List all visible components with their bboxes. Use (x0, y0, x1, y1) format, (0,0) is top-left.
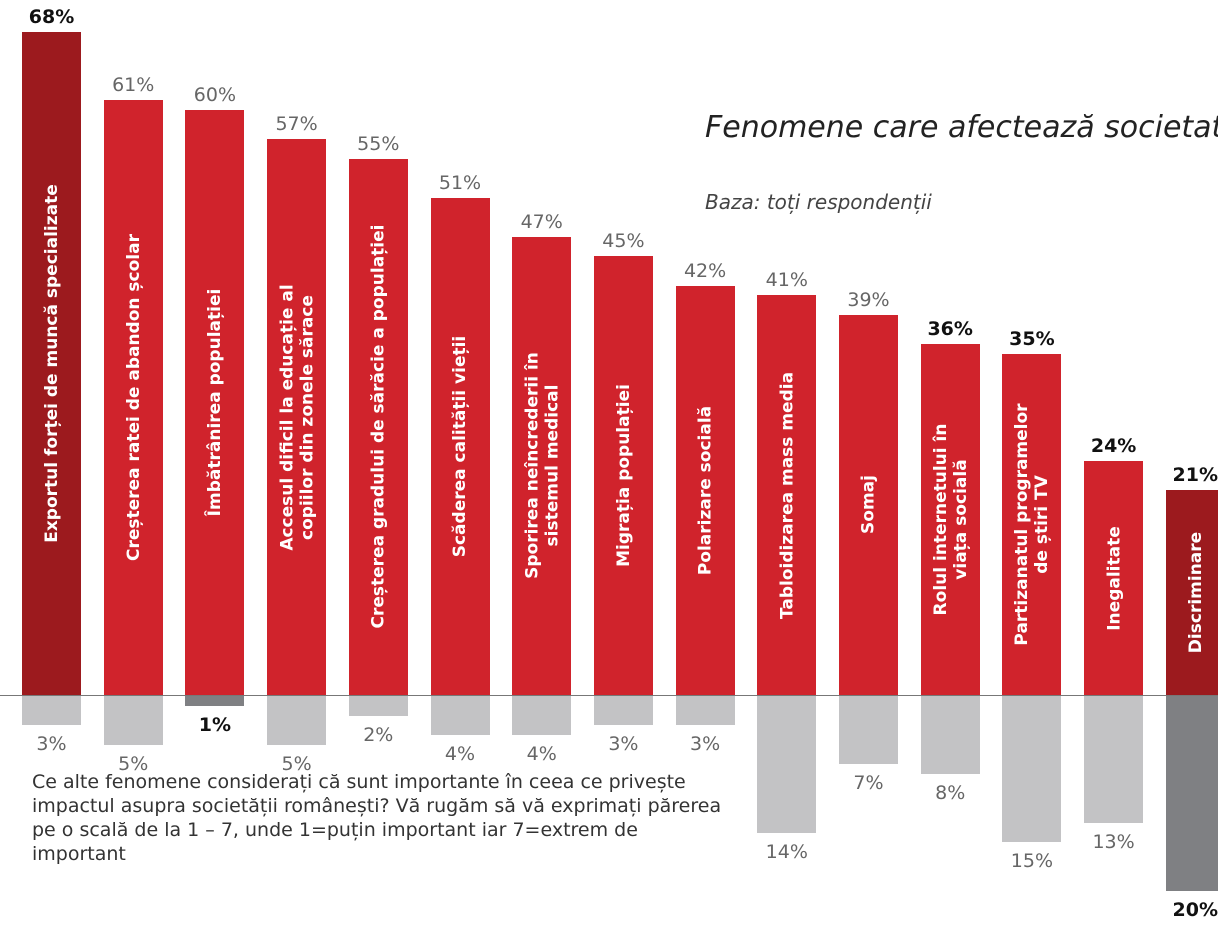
category-label: Scăderea calității vieții (450, 335, 470, 558)
value-label: 36% (927, 318, 973, 340)
bar (1165, 696, 1218, 891)
value-label: 68% (28, 6, 75, 28)
value-label: 41% (765, 269, 808, 292)
bar (757, 295, 817, 695)
category-label: Discriminare (1185, 531, 1206, 654)
value-label: 5% (118, 752, 149, 775)
category-label: Somaj (858, 475, 879, 535)
value-label: 4% (444, 743, 476, 765)
value-label: 8% (935, 782, 966, 804)
value-label: 42% (683, 259, 727, 282)
category-label: Exportul forței de muncă specializate (41, 184, 62, 543)
category-label: Tabloidizarea mass media (776, 371, 797, 619)
bar (512, 236, 572, 695)
chart-subtitle: Baza: toți respondenții (705, 190, 932, 214)
bar (103, 696, 163, 745)
value-label: 60% (193, 84, 236, 106)
category-label: Sporirea neîncrederii în sistemul medica… (521, 352, 562, 580)
value-label: 45% (602, 230, 645, 253)
bar (267, 696, 327, 745)
bar (593, 256, 653, 695)
value-label: 4% (526, 743, 557, 765)
value-label: 13% (1092, 830, 1135, 853)
value-label: 21% (1172, 464, 1218, 487)
value-label: 1% (198, 713, 232, 736)
bar (1165, 490, 1218, 695)
bar (675, 285, 735, 695)
bar (757, 696, 817, 833)
category-label: Creșterea ratei de abandon școlar (123, 234, 144, 562)
value-label: 5% (281, 752, 312, 775)
bar (267, 139, 327, 695)
bar (1002, 353, 1062, 695)
bar (1002, 696, 1062, 843)
category-label: Creșterea gradului de sărăcie a populați… (368, 224, 389, 629)
value-label: 20% (1172, 899, 1218, 921)
bar (839, 696, 898, 765)
value-label: 39% (847, 288, 890, 311)
bar (348, 696, 408, 716)
bar (348, 158, 408, 695)
bar (103, 100, 163, 695)
value-label: 55% (357, 132, 400, 155)
value-label: 51% (438, 171, 482, 194)
value-label: 35% (1009, 327, 1055, 350)
value-label: 61% (112, 74, 155, 97)
value-label: 3% (690, 733, 721, 756)
bar (920, 696, 980, 774)
bar (185, 110, 245, 695)
value-label: 7% (853, 772, 884, 795)
value-label: 3% (608, 733, 639, 756)
bar (839, 314, 898, 695)
bar (430, 696, 490, 735)
bar (1084, 696, 1144, 823)
bar (430, 197, 490, 695)
value-label: 3% (36, 733, 67, 756)
category-label: Polarizare socială (695, 405, 716, 575)
category-label: Migrația populației (613, 384, 634, 568)
bar (22, 696, 81, 726)
bar (920, 344, 980, 695)
category-label: Partizanatul programelor de știri TV (1011, 403, 1052, 646)
note: Ce alte fenomene considerați că sunt imp… (32, 771, 722, 865)
category-label: Accesul dificil la educație al copiilor … (276, 283, 317, 551)
value-label: 15% (1010, 850, 1053, 873)
value-label: 14% (765, 840, 808, 863)
category-label: Îmbătrânirea populației (204, 288, 225, 517)
value-label: 47% (520, 210, 563, 233)
value-label: 2% (363, 723, 394, 746)
value-label: 57% (275, 113, 318, 136)
value-label: 24% (1090, 435, 1137, 457)
category-label: Inegalitate (1103, 525, 1124, 631)
axis-line (0, 695, 1218, 696)
bar (593, 696, 653, 726)
bar (675, 696, 735, 726)
bar (512, 696, 572, 735)
category-label: Rolul internetului în viața socială (930, 423, 971, 616)
bar (185, 696, 245, 706)
bar (22, 32, 81, 695)
chart-title: Fenomene care afectează societatea (705, 110, 1218, 145)
bar (1084, 461, 1144, 695)
